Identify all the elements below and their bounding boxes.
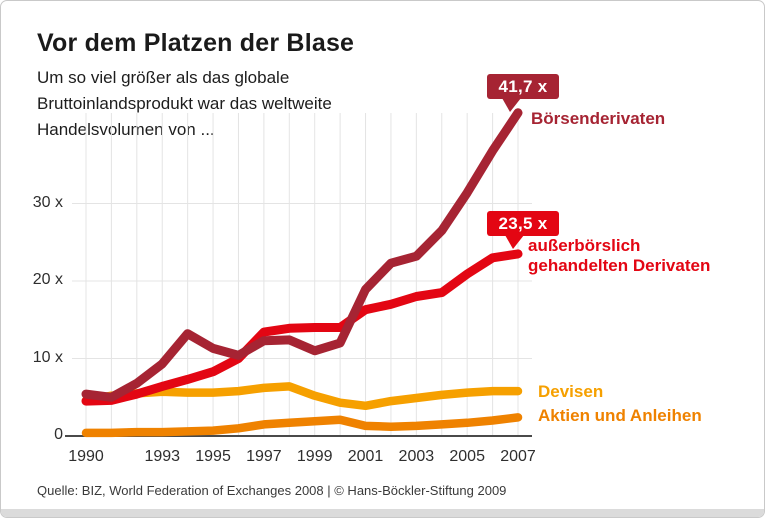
x-tick-label: 1999 xyxy=(296,448,333,465)
x-tick-label: 1990 xyxy=(68,448,104,465)
source-credit: Quelle: BIZ, World Federation of Exchang… xyxy=(37,483,507,498)
subtitle-line-1: Um so viel größer als das globale xyxy=(37,68,290,87)
callout-tail-otc-derivate xyxy=(505,235,524,249)
x-tick-label: 2005 xyxy=(449,448,485,465)
otc-label-line-2: gehandelten Derivaten xyxy=(528,256,711,275)
x-tick-label: 2001 xyxy=(347,448,384,465)
y-tick-label: 0 xyxy=(54,426,63,443)
series-line-otc xyxy=(81,249,523,406)
y-tick-label: 30 x xyxy=(32,193,63,211)
series-label-otc-derivate: außerbörslich gehandelten Derivaten xyxy=(528,236,710,276)
page-title: Vor dem Platzen der Blase xyxy=(37,29,355,57)
x-tick-label: 1995 xyxy=(195,448,231,465)
x-tick-label: 2007 xyxy=(500,448,536,465)
series-label-aktien-anleihen: Aktien und Anleihen xyxy=(538,406,702,425)
series-line-aktien xyxy=(81,413,523,438)
series-line-boersenderivaten xyxy=(81,108,523,402)
callout-tail-boersenderivaten xyxy=(502,98,521,112)
subtitle-line-3: Handelsvolumen von ... xyxy=(37,120,215,139)
y-tick-label: 10 x xyxy=(32,348,63,366)
x-tick-label: 2003 xyxy=(398,448,435,465)
x-tick-label: 1997 xyxy=(246,448,282,465)
card-bottom-strip xyxy=(1,509,764,517)
series-label-devisen: Devisen xyxy=(538,382,604,401)
callout-badge-otc-derivate: 23,5 x xyxy=(487,211,559,236)
x-tick-label: 1993 xyxy=(144,448,181,465)
y-tick-label: 20 x xyxy=(32,271,63,288)
chart-subtitle: Um so viel größer als das globale Brutto… xyxy=(37,65,332,143)
otc-label-line-1: außerbörslich xyxy=(528,236,641,255)
callout-badge-boersenderivaten: 41,7 x xyxy=(487,74,559,99)
series-label-boersenderivaten: Börsenderivaten xyxy=(531,109,666,128)
subtitle-line-2: Bruttoinlandsprodukt war das weltweite xyxy=(37,94,332,113)
